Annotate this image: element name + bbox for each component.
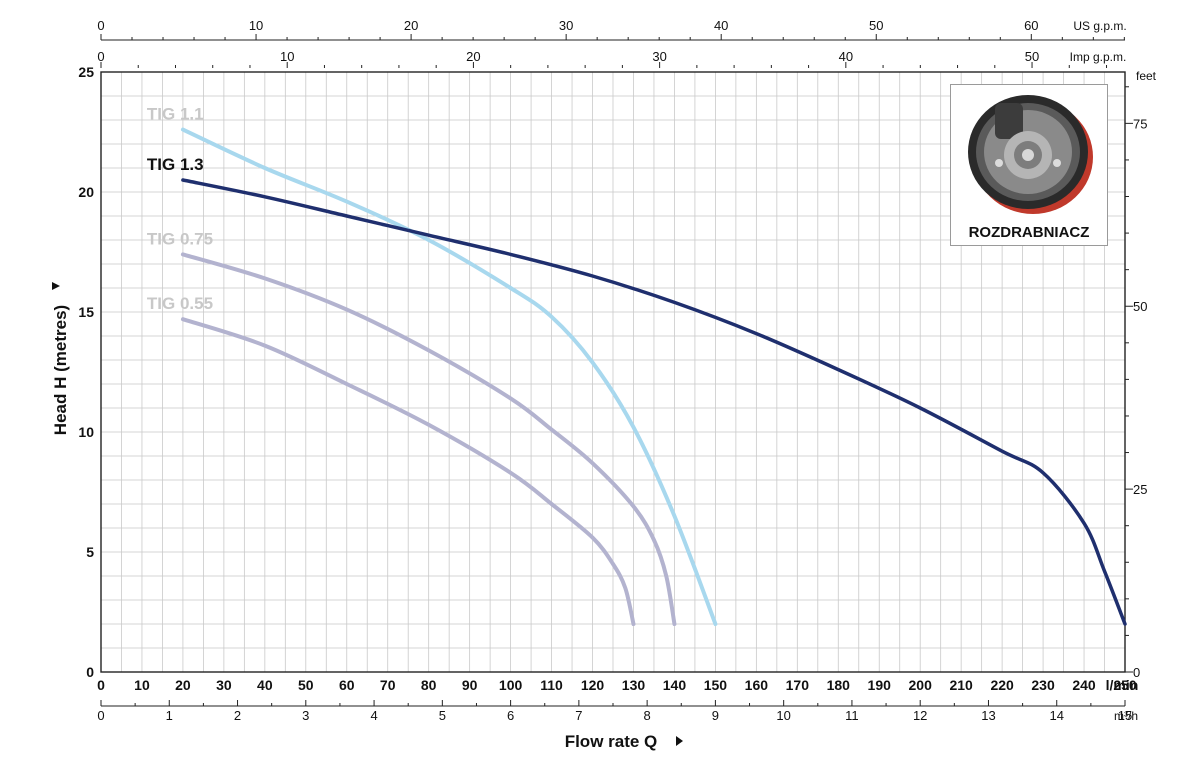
x-tick-label: 220 [990,677,1014,693]
curve-tig-1-1 [180,127,718,626]
feet-unit-label: feet [1136,69,1157,83]
x-tick-label: 160 [745,677,769,693]
m3h-tick-label: 2 [234,708,241,723]
y-axis-arrow-icon [52,282,60,290]
us-gpm-unit-label: US g.p.m. [1073,19,1126,33]
x-tick-label: 180 [827,677,851,693]
y-axis-title: Head H (metres) [51,305,70,435]
m3h-tick-label: 12 [913,708,927,723]
x-tick-label: 230 [1031,677,1055,693]
x-tick-label: 120 [581,677,605,693]
grinder-photo-icon [968,95,1093,214]
m3h-tick-label: 7 [575,708,582,723]
x-axis-arrow-icon [676,736,683,746]
y-tick-label: 0 [86,664,94,680]
grid [100,71,1126,673]
imp-gpm-tick-label: 10 [280,49,294,64]
series-label-tig-0-75: TIG 0.75 [147,229,213,248]
m3h-tick-label: 10 [776,708,790,723]
y-tick-label: 25 [78,64,94,80]
x-tick-label: 140 [663,677,687,693]
m3h-tick-label: 13 [981,708,995,723]
feet-tick-label: 25 [1133,482,1147,497]
y-tick-label: 5 [86,544,94,560]
imp-gpm-tick-label: 30 [652,49,666,64]
y-tick-label: 15 [78,304,94,320]
x-tick-label: 240 [1072,677,1096,693]
x-tick-label: 200 [909,677,933,693]
x-tick-label: 130 [622,677,646,693]
m3h-tick-label: 14 [1049,708,1063,723]
curve-tig-0-55 [180,317,636,626]
x-tick-label: 150 [704,677,728,693]
x-tick-label: 110 [540,677,563,693]
x-unit-label: l/min [1106,677,1139,693]
us-gpm-tick-label: 10 [249,18,263,33]
x-tick-label: 20 [175,677,191,693]
feet-tick-label: 75 [1133,116,1147,131]
m3h-tick-label: 0 [97,708,104,723]
x-tick-label: 250 [1113,677,1137,693]
series-label-tig-0-55: TIG 0.55 [147,294,213,313]
m3h-tick-label: 3 [302,708,309,723]
x-tick-label: 100 [499,677,523,693]
m3h-tick-label: 8 [644,708,651,723]
x-tick-label: 80 [421,677,437,693]
product-inset: ROZDRABNIACZ [950,84,1108,246]
tick-labels: 0 10 20 30 40 50 60 70 80 90 100 110 120 130 140 150 160… [78,18,1156,723]
x-tick-label: 90 [462,677,478,693]
m3h-tick-label: 15 [1118,708,1132,723]
x-axis-title: Flow rate Q [565,732,658,751]
x-tick-label: 190 [868,677,892,693]
y-tick-label: 20 [78,184,94,200]
m3h-tick-label: 6 [507,708,514,723]
curve-tig-1-3 [181,178,1127,626]
us-gpm-tick-label: 40 [714,18,728,33]
imp-gpm-tick-label: 0 [97,49,104,64]
plot-frame [100,71,1126,673]
m3h-tick-label: 4 [370,708,377,723]
x-tick-label: 10 [134,677,150,693]
curves [180,127,1127,626]
x-tick-label: 30 [216,677,232,693]
m3h-tick-label: 1 [166,708,173,723]
imp-gpm-tick-label: 40 [839,49,853,64]
m3h-tick-label: 11 [845,708,859,723]
inset-caption: ROZDRABNIACZ [968,224,1090,241]
x-tick-label: 70 [380,677,396,693]
x-tick-label: 0 [97,677,105,693]
us-gpm-tick-label: 30 [559,18,573,33]
us-gpm-tick-label: 60 [1024,18,1038,33]
feet-tick-label: 0 [1133,665,1140,680]
x-tick-label: 50 [298,677,314,693]
y-tick-label: 10 [78,424,94,440]
series-label-tig-1-3: TIG 1.3 [147,155,204,174]
x-tick-label: 60 [339,677,355,693]
x-tick-label: 40 [257,677,273,693]
us-gpm-tick-label: 0 [97,18,104,33]
x-tick-label: 210 [949,677,973,693]
series-labels: TIG 1.1 TIG 1.3 TIG 0.75 TIG 0.55 [147,105,213,314]
feet-tick-label: 50 [1133,299,1147,314]
axes [100,34,1133,707]
imp-gpm-unit-label: Imp g.p.m. [1070,50,1127,64]
series-label-tig-1-1: TIG 1.1 [147,105,204,124]
us-gpm-tick-label: 20 [404,18,418,33]
m3h-tick-label: 5 [439,708,446,723]
m3h-unit-label: m³/h [1114,709,1138,723]
imp-gpm-tick-label: 50 [1025,49,1039,64]
x-tick-label: 170 [786,677,810,693]
us-gpm-tick-label: 50 [869,18,883,33]
imp-gpm-tick-label: 20 [466,49,480,64]
m3h-tick-label: 9 [712,708,719,723]
curve-tig-0-75 [180,252,677,626]
